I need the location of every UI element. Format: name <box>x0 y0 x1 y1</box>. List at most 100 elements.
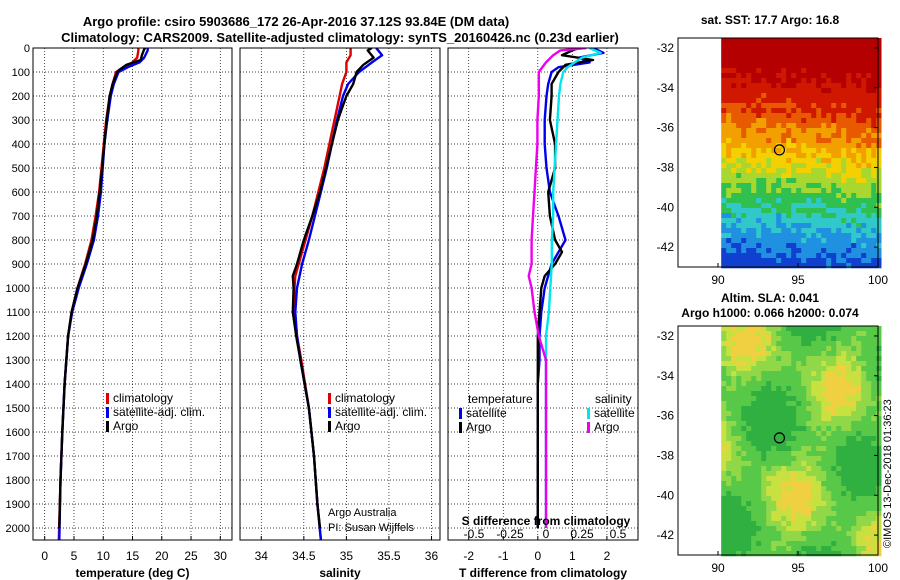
map-cell <box>836 173 842 179</box>
map-cell <box>826 228 832 234</box>
map-cell <box>846 356 852 362</box>
map-cell <box>831 401 837 407</box>
map-cell <box>786 133 792 139</box>
map-cell <box>811 516 817 522</box>
map-cell <box>806 108 812 114</box>
map-cell <box>781 416 787 422</box>
map-cell <box>766 83 772 89</box>
map-cell <box>831 491 837 497</box>
map-cell <box>851 143 857 149</box>
map-cell <box>866 511 872 517</box>
map-cell <box>866 73 872 79</box>
map-cell <box>731 451 737 457</box>
map-cell <box>876 248 882 254</box>
map-cell <box>806 396 812 402</box>
map-cell <box>736 341 742 347</box>
map-cell <box>866 223 872 229</box>
map-cell <box>856 386 862 392</box>
map-cell <box>821 223 827 229</box>
x-tick-label: 25 <box>184 549 198 563</box>
map-cell <box>756 123 762 129</box>
map-cell <box>761 341 767 347</box>
map-cell <box>726 401 732 407</box>
map-cell <box>821 103 827 109</box>
map-cell <box>776 396 782 402</box>
map-cell <box>866 486 872 492</box>
map-cell <box>721 476 727 482</box>
map-cell <box>741 148 747 154</box>
map-cell <box>876 258 882 264</box>
map-cell <box>826 381 832 387</box>
map-cell <box>841 536 847 542</box>
map-cell <box>731 526 737 532</box>
map-cell <box>786 486 792 492</box>
map-cell <box>776 93 782 99</box>
map-cell <box>831 213 837 219</box>
map-cell <box>786 356 792 362</box>
map-cell <box>871 541 877 547</box>
map-cell <box>856 238 862 244</box>
map-cell <box>776 53 782 59</box>
map-cell <box>721 218 727 224</box>
map-cell <box>826 158 832 164</box>
map-cell <box>866 416 872 422</box>
map-cell <box>801 228 807 234</box>
map-cell <box>761 371 767 377</box>
map-cell <box>871 153 877 159</box>
map-cell <box>801 258 807 264</box>
map-cell <box>746 168 752 174</box>
map-cell <box>746 248 752 254</box>
map-cell <box>851 228 857 234</box>
map-cell <box>851 511 857 517</box>
map-cell <box>721 331 727 337</box>
map-cell <box>811 441 817 447</box>
map-cell <box>846 138 852 144</box>
map-cell <box>871 163 877 169</box>
map-cell <box>826 451 832 457</box>
map-cell <box>856 431 862 437</box>
map-cell <box>856 381 862 387</box>
map-cell <box>781 471 787 477</box>
map-cell <box>866 158 872 164</box>
map-cell <box>801 326 807 332</box>
map-cell <box>856 466 862 472</box>
map-cell <box>831 391 837 397</box>
map-cell <box>726 496 732 502</box>
map-cell <box>781 331 787 337</box>
map-cell <box>821 243 827 249</box>
map-cell <box>801 178 807 184</box>
map-cell <box>761 208 767 214</box>
map-cell <box>771 466 777 472</box>
map-cell <box>781 361 787 367</box>
map-cell <box>761 356 767 362</box>
map-cell <box>831 341 837 347</box>
map-cell <box>776 183 782 189</box>
map-cell <box>771 516 777 522</box>
map-cell <box>846 381 852 387</box>
map-cell <box>856 38 862 44</box>
map-cell <box>796 188 802 194</box>
map-y-tick-label: -42 <box>657 240 675 254</box>
map-cell <box>851 361 857 367</box>
map-cell <box>831 203 837 209</box>
map-cell <box>771 451 777 457</box>
map-cell <box>831 78 837 84</box>
imos-timestamp: ©IMOS 13-Dec-2018 01:36:23 <box>882 399 894 548</box>
map-cell <box>741 416 747 422</box>
map-cell <box>776 356 782 362</box>
map-cell <box>821 153 827 159</box>
map-cell <box>741 248 747 254</box>
map-cell <box>826 178 832 184</box>
map-cell <box>851 516 857 522</box>
map-cell <box>776 43 782 49</box>
map-cell <box>766 73 772 79</box>
map-cell <box>836 153 842 159</box>
map-cell <box>811 326 817 332</box>
map-cell <box>861 53 867 59</box>
map-cell <box>831 346 837 352</box>
map-cell <box>846 228 852 234</box>
map-cell <box>861 396 867 402</box>
map-cell <box>746 471 752 477</box>
map-cell <box>781 228 787 234</box>
map-cell <box>801 476 807 482</box>
